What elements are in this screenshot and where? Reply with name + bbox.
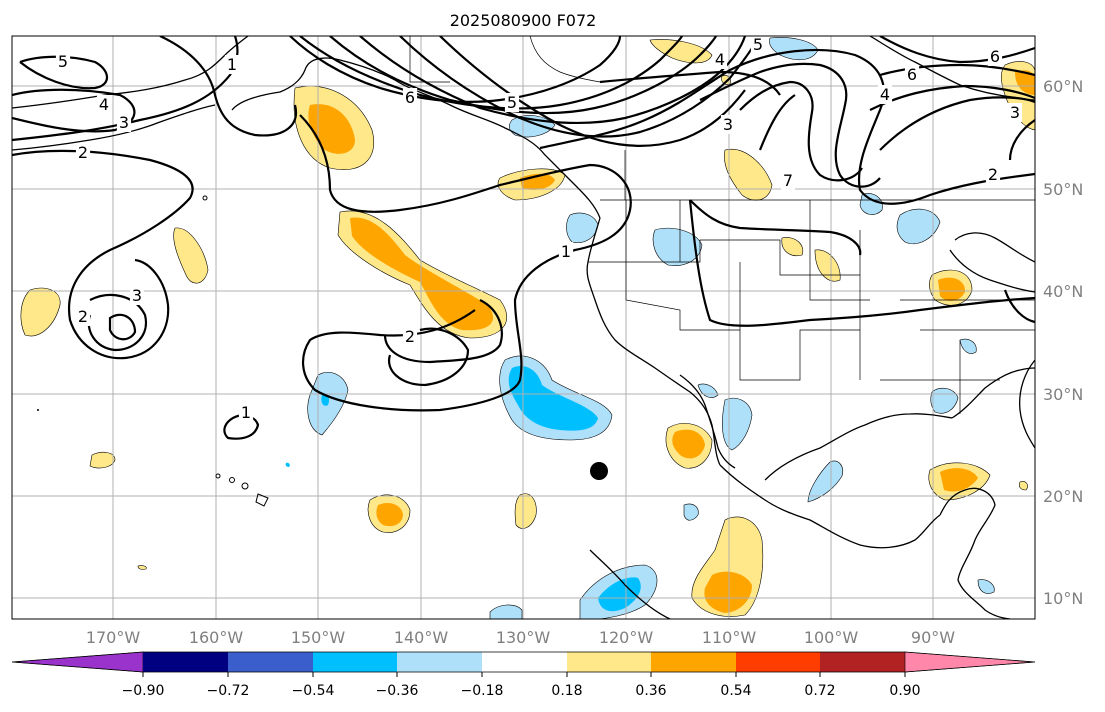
island-markers — [37, 195, 269, 507]
contour-label: 4 — [880, 85, 890, 104]
map-panel: 5 4 3 2 1 3 2 1 2 6 5 1 5 6 3 4 7 2 6 3 … — [12, 35, 1035, 619]
contour-label: 5 — [507, 93, 517, 112]
lat-tick-label: 40°N — [1043, 282, 1083, 301]
lon-tick-label: 140°W — [394, 628, 449, 647]
lon-tick-label: 120°W — [599, 628, 654, 647]
contour-label: 4 — [99, 95, 109, 114]
contour-label: 3 — [119, 113, 129, 132]
contour-label: 4 — [715, 50, 725, 69]
contour-label: 2 — [988, 165, 998, 184]
lat-tick-label: 50°N — [1043, 180, 1083, 199]
contour-label: 2 — [78, 307, 88, 326]
colorbar-segment — [482, 652, 567, 672]
colorbar-tick-label: −0.72 — [207, 683, 250, 699]
contour-label: 1 — [241, 403, 251, 422]
contour-label: 6 — [907, 65, 917, 84]
contour-label: 3 — [723, 115, 733, 134]
colorbar-tick-label: 0.90 — [889, 683, 920, 699]
contour-label: 6 — [990, 47, 1000, 66]
colorbar-segment — [567, 652, 651, 672]
colorbar-tick-label: 0.18 — [551, 683, 582, 699]
colorbar-extend-right — [904, 651, 1036, 673]
colorbar-segment — [736, 652, 820, 672]
colorbar-tick-label: 0.72 — [804, 683, 835, 699]
positive-anomaly-region — [20, 39, 1035, 617]
longitude-axis: 170°W 160°W 150°W 140°W 130°W 120°W 110°… — [86, 628, 955, 647]
lon-tick-label: 110°W — [702, 628, 757, 647]
contour-label: 3 — [132, 286, 142, 305]
colorbar-tick-label: 0.36 — [635, 683, 666, 699]
colorbar-segment — [228, 652, 313, 672]
contour-label: 5 — [58, 52, 68, 71]
contour-label: 6 — [405, 88, 415, 107]
contour-label: 1 — [227, 55, 237, 74]
colorbar-tick-label: −0.18 — [461, 683, 504, 699]
lon-tick-label: 130°W — [496, 628, 551, 647]
lat-tick-label: 20°N — [1043, 487, 1083, 506]
colorbar-segment — [397, 652, 482, 672]
map-frame — [11, 35, 1036, 620]
colorbar-tick-label: −0.90 — [122, 683, 165, 699]
contour-label: 5 — [753, 35, 763, 54]
storm-center-marker — [590, 462, 608, 480]
colorbar-tick-label: −0.36 — [376, 683, 419, 699]
anomaly-shading — [20, 37, 1035, 619]
colorbar-segment — [820, 652, 905, 672]
contour-labels: 5 4 3 2 1 3 2 1 2 6 5 1 5 6 3 4 7 2 6 3 … — [55, 35, 1023, 422]
lon-tick-label: 170°W — [86, 628, 141, 647]
contour-label: 1 — [561, 242, 571, 261]
lon-tick-label: 160°W — [189, 628, 244, 647]
colorbar-tick-label: −0.54 — [292, 683, 335, 699]
contour-label: 2 — [78, 143, 88, 162]
map-title: 2025080900 F072 — [450, 11, 597, 30]
colorbar-segment — [313, 652, 397, 672]
colorbar-extend-left — [11, 651, 144, 673]
lon-tick-label: 100°W — [804, 628, 859, 647]
colorbar-segment — [651, 652, 736, 672]
lat-tick-label: 10°N — [1043, 589, 1083, 608]
lon-tick-label: 90°W — [911, 628, 955, 647]
lat-tick-label: 60°N — [1043, 77, 1083, 96]
contour-label: 7 — [783, 171, 793, 190]
colorbar-tick-label: 0.54 — [720, 683, 751, 699]
colorbar-ticks — [142, 672, 906, 677]
contour-lines — [12, 36, 1035, 440]
lat-tick-label: 30°N — [1043, 385, 1083, 404]
latitude-axis: 60°N 50°N 40°N 30°N 20°N 10°N — [1043, 77, 1083, 608]
contour-label: 2 — [405, 327, 415, 346]
colorbar: −0.90 −0.72 −0.54 −0.36 −0.18 0.18 0.36 … — [11, 651, 1036, 699]
colorbar-segment — [143, 652, 228, 672]
contour-label: 3 — [1010, 103, 1020, 122]
lon-tick-label: 150°W — [291, 628, 346, 647]
